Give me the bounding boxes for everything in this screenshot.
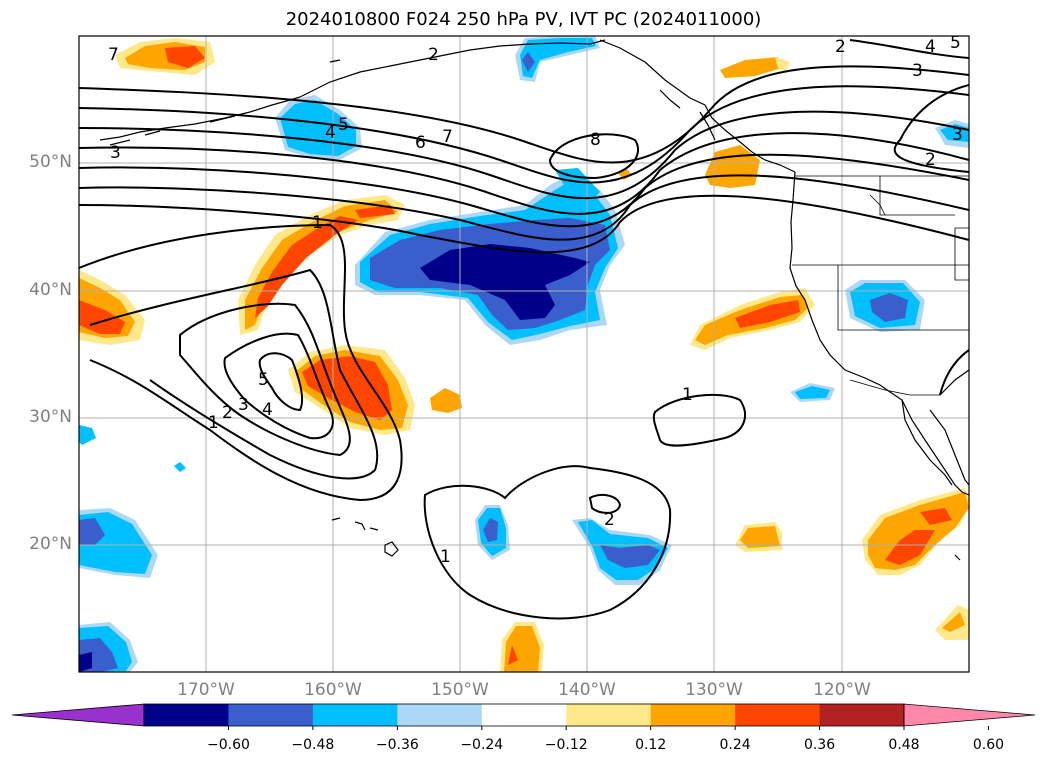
contour-label: 4 bbox=[325, 123, 336, 143]
contour-label: 2 bbox=[604, 510, 615, 530]
colorbar-segment bbox=[144, 704, 229, 726]
lat-label-30n: 30°N bbox=[29, 407, 72, 427]
contour-label: 3 bbox=[110, 143, 121, 163]
contour-label: 6 bbox=[415, 133, 426, 153]
contour-label: 2 bbox=[222, 403, 233, 423]
contour-label: 2 bbox=[835, 37, 846, 57]
contour-label: 4 bbox=[925, 37, 936, 57]
colorbar-extend-high bbox=[903, 703, 1036, 727]
coastlines bbox=[99, 39, 969, 561]
contour-label: 2 bbox=[428, 45, 439, 65]
contour-label: 1 bbox=[440, 547, 451, 567]
colorbar-border bbox=[143, 703, 905, 727]
contour-label: 5 bbox=[338, 115, 349, 135]
colorbar-segment bbox=[481, 704, 567, 726]
contour-label: 4 bbox=[262, 400, 273, 420]
lat-label-50n: 50°N bbox=[29, 152, 72, 172]
contour-label: 1 bbox=[208, 413, 219, 433]
negative-anomaly-shading bbox=[79, 36, 969, 672]
lat-label-20n: 20°N bbox=[29, 534, 72, 554]
positive-anomaly-shading bbox=[79, 38, 969, 672]
colorbar-segment bbox=[397, 704, 483, 726]
lon-label-160w: 160°W bbox=[304, 680, 362, 700]
lat-label-40n: 40°N bbox=[29, 280, 72, 300]
colorbar-tick-label: 0.60 bbox=[972, 737, 1005, 753]
colorbar-segment bbox=[735, 704, 821, 726]
map-title: 2024010800 F024 250 hPa PV, IVT PC (2024… bbox=[285, 9, 762, 30]
contour-label: 3 bbox=[238, 395, 249, 415]
contour-lines bbox=[79, 39, 969, 620]
colorbar-segment bbox=[819, 704, 905, 726]
colorbar-tick-label: 0.48 bbox=[888, 737, 920, 753]
colorbar-tick-label: −0.36 bbox=[375, 737, 419, 753]
lon-label-150w: 150°W bbox=[431, 680, 489, 700]
contour-label-group: 7 3 4 5 6 7 8 1 5 1 2 3 4 1 2 1 2 3 4 5 … bbox=[108, 33, 963, 567]
colorbar-tick-label: 0.24 bbox=[719, 737, 751, 753]
colorbar-segment bbox=[312, 704, 398, 726]
colorbar-segment bbox=[650, 704, 736, 726]
contour-label: 3 bbox=[912, 61, 923, 81]
contour-label: 2 bbox=[925, 150, 936, 170]
colorbar bbox=[11, 703, 1036, 730]
colorbar-tick-label: 0.12 bbox=[635, 737, 667, 753]
contour-label: 1 bbox=[682, 385, 693, 405]
colorbar-tick-label: −0.48 bbox=[291, 737, 335, 753]
contour-label: 3 bbox=[952, 125, 963, 145]
contour-label: 5 bbox=[258, 370, 269, 390]
colorbar-segment bbox=[228, 704, 314, 726]
colorbar-tick-label: −0.24 bbox=[460, 737, 504, 753]
contour-label: 5 bbox=[950, 33, 961, 53]
lon-label-120w: 120°W bbox=[813, 680, 871, 700]
colorbar-tick-label: 0.36 bbox=[803, 737, 836, 753]
colorbar-segment bbox=[566, 704, 652, 726]
colorbar-tick-label: −0.60 bbox=[206, 737, 250, 753]
lon-label-170w: 170°W bbox=[177, 680, 235, 700]
contour-label: 1 bbox=[312, 213, 323, 233]
contour-label: 7 bbox=[442, 127, 453, 147]
lon-label-140w: 140°W bbox=[558, 680, 616, 700]
contour-label: 8 bbox=[590, 130, 601, 150]
colorbar-tick-label: −0.12 bbox=[544, 737, 588, 753]
colorbar-extend-low bbox=[11, 703, 145, 727]
map-frame bbox=[78, 35, 970, 673]
political-boundaries bbox=[792, 175, 969, 396]
map-area: 7 3 4 5 6 7 8 1 5 1 2 3 4 1 2 1 2 3 4 5 … bbox=[79, 33, 969, 672]
contour-label: 7 bbox=[108, 45, 119, 65]
lon-label-130w: 130°W bbox=[685, 680, 743, 700]
